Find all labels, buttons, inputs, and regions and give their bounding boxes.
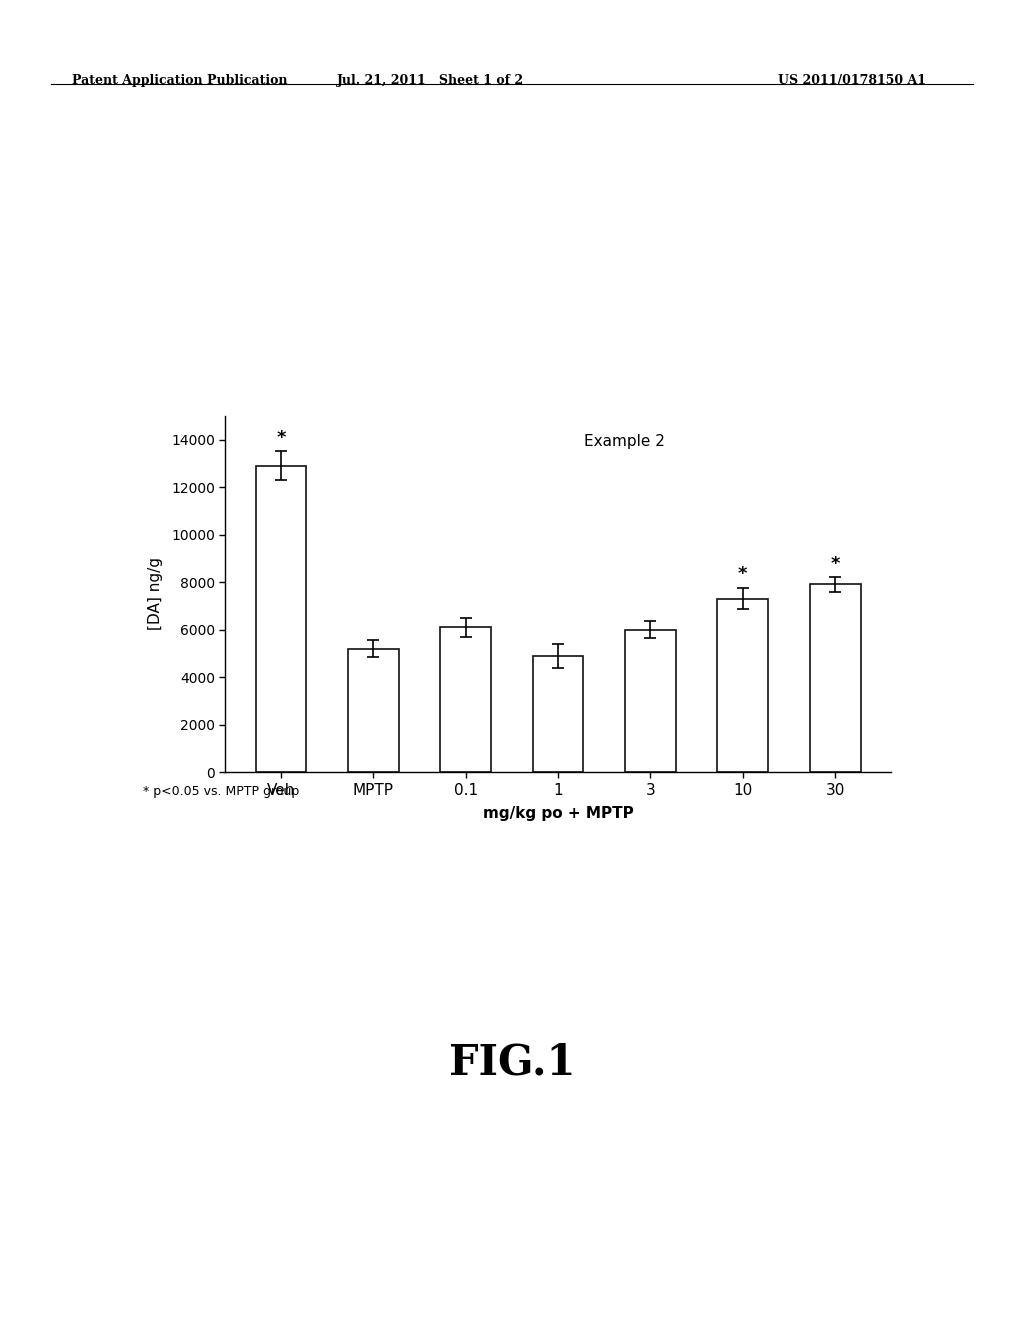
Text: Jul. 21, 2011   Sheet 1 of 2: Jul. 21, 2011 Sheet 1 of 2 (337, 74, 523, 87)
Bar (810, 585, 860, 772)
Bar (348, 648, 398, 772)
X-axis label: mg/kg po + MPTP: mg/kg po + MPTP (482, 807, 634, 821)
Text: *: * (738, 565, 748, 583)
Bar (256, 466, 306, 772)
Text: * p<0.05 vs. MPTP group: * p<0.05 vs. MPTP group (143, 785, 300, 799)
Bar (532, 656, 584, 772)
Bar (625, 630, 676, 772)
Y-axis label: [DA] ng/g: [DA] ng/g (147, 557, 163, 631)
Text: *: * (830, 554, 840, 573)
Bar (440, 627, 492, 772)
Bar (718, 599, 768, 772)
Text: *: * (276, 429, 286, 446)
Text: US 2011/0178150 A1: US 2011/0178150 A1 (778, 74, 927, 87)
Text: Example 2: Example 2 (585, 433, 665, 449)
Text: FIG.1: FIG.1 (449, 1041, 575, 1084)
Text: Patent Application Publication: Patent Application Publication (72, 74, 287, 87)
